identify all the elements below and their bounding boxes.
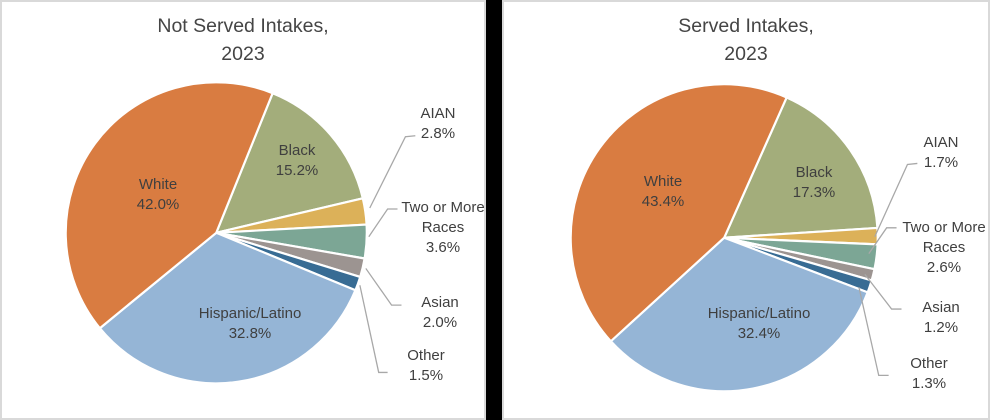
- slice-label-black: Black 15.2%: [275, 142, 319, 179]
- chart-title-served: Served Intakes, 2023: [504, 12, 988, 68]
- pie-chart-served: [569, 83, 918, 393]
- slice-label-white: White 43.4%: [641, 173, 685, 210]
- chart-panel-not-served: Not Served Intakes, 2023 Black 15.2% AIAN 2…: [0, 0, 486, 420]
- leader-line-aian: [369, 135, 416, 209]
- pie-slice-hispanic-latino: [98, 231, 357, 385]
- pie-slice-white: [64, 81, 274, 330]
- chart-title-line: 2023: [221, 43, 265, 65]
- panel-divider: [486, 0, 502, 420]
- pie-slice-black: [215, 92, 364, 234]
- leader-line-other: [858, 287, 889, 377]
- label-layer: Black 15.2% AIAN 2.8% Two or More Races 3.6% As…: [2, 2, 485, 418]
- callout-label-other: Other 1.5%: [407, 347, 445, 384]
- pie-chart-not-served: [64, 81, 416, 385]
- chart-title-line: Served Intakes,: [678, 15, 814, 37]
- label-layer: Black 17.3% AIAN 1.7% Two or More Races 2.6% As…: [504, 2, 988, 418]
- pie-slice-hispanic-latino: [609, 236, 869, 393]
- chart-title-line: 2023: [724, 43, 768, 65]
- slice-label-black: Black 17.3%: [792, 164, 836, 201]
- leader-line-other: [359, 285, 388, 374]
- pie-slice-black: [723, 96, 879, 239]
- slice-label-white: White 42.0%: [136, 176, 180, 213]
- chart-title-line: Not Served Intakes,: [157, 15, 329, 37]
- callout-label-aian: AIAN 2.8%: [420, 105, 456, 142]
- callout-label-other: Other 1.3%: [910, 355, 948, 392]
- slice-label-hispanic-latino: Hispanic/Latino 32.4%: [707, 305, 811, 342]
- callout-label-two-or-more-races: Two or More Races 2.6%: [902, 219, 986, 276]
- callout-label-aian: AIAN 1.7%: [923, 134, 959, 171]
- leader-line-asian: [365, 268, 402, 306]
- slice-label-hispanic-latino: Hispanic/Latino 32.8%: [198, 305, 302, 342]
- leader-line-aian: [874, 162, 918, 238]
- leader-line-two-or-more-races: [868, 227, 897, 254]
- leader-line-asian: [864, 273, 902, 310]
- pie-slice-white: [569, 83, 788, 343]
- leader-line-two-or-more-races: [368, 208, 398, 238]
- callout-label-asian: Asian 2.0%: [421, 294, 459, 331]
- callout-label-asian: Asian 1.2%: [922, 299, 960, 336]
- chart-title-not-served: Not Served Intakes, 2023: [2, 12, 484, 68]
- chart-panel-served: Served Intakes, 2023 Black 17.3% AIAN 1.7% T…: [502, 0, 990, 420]
- callout-label-two-or-more-races: Two or More Races 3.6%: [401, 199, 485, 256]
